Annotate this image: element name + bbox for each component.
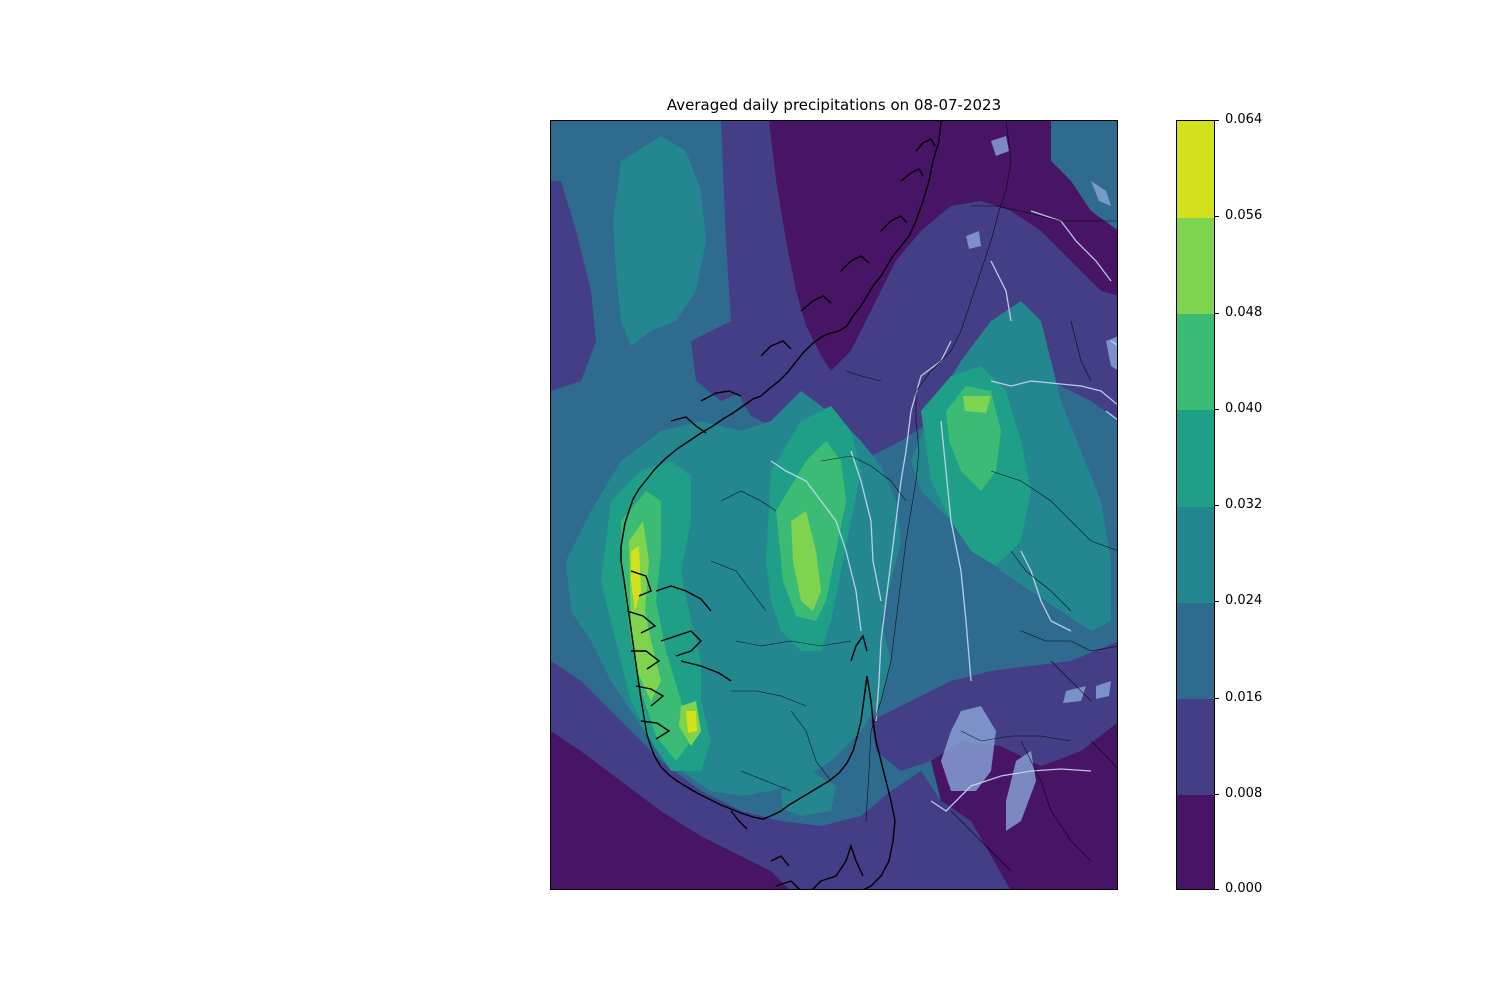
rivers (770, 210, 1117, 812)
contour-0.048-center (791, 511, 821, 611)
colorbar-segment (1177, 602, 1214, 699)
tick-label: 0.000 (1225, 881, 1263, 896)
tick-mark (1215, 697, 1219, 699)
tick-mark (1215, 120, 1219, 121)
colorbar-segment (1177, 121, 1214, 218)
contour-0.008-center-patch (691, 321, 751, 401)
contour-0.040-east (946, 386, 1001, 491)
contour-0.024-north-plume (613, 136, 706, 346)
colorbar-segment (1177, 506, 1214, 603)
contour-0.048-east-dot (963, 396, 991, 413)
borders (710, 121, 1117, 872)
tick-mark (1215, 601, 1219, 603)
tick-mark (1215, 216, 1219, 218)
tick-mark (1215, 793, 1219, 795)
tick-label: 0.048 (1225, 304, 1263, 320)
tick-label: 0.016 (1225, 689, 1263, 705)
contour-0.056-west (631, 546, 641, 611)
tick-label: 0.024 (1225, 593, 1263, 609)
contour-0.056-south (686, 711, 697, 733)
colorbar-segment (1177, 409, 1214, 507)
precipitation-map (550, 120, 1118, 890)
colorbar-segment (1177, 794, 1214, 889)
tick-label: 0.040 (1225, 400, 1263, 416)
colorbar (1176, 120, 1215, 890)
colorbar-segment (1177, 217, 1214, 314)
tick-mark (1215, 408, 1219, 410)
chart-title: Averaged daily precipitations on 08-07-2… (666, 96, 1002, 114)
colorbar-segment (1177, 698, 1214, 796)
tick-label: 0.008 (1225, 785, 1263, 801)
tick-label: 0.056 (1225, 208, 1263, 224)
tick-mark (1215, 505, 1219, 506)
contour-0.000-north (769, 121, 1117, 371)
colorbar-ticks: 0.000 0.008 0.016 0.024 0.032 0.040 0.048 0.056… (1215, 112, 1295, 896)
tick-mark (1215, 312, 1219, 314)
tick-label: 0.032 (1225, 497, 1263, 512)
contour-0.000-sw (551, 731, 789, 889)
coastline (620, 121, 942, 889)
colorbar-segment (1177, 313, 1214, 411)
contour-0.008-west (551, 181, 596, 391)
tick-mark (1215, 889, 1219, 890)
contour-0.008-sw-band (551, 661, 1010, 889)
map-svg (551, 121, 1117, 889)
tick-label: 0.064 (1225, 112, 1263, 127)
